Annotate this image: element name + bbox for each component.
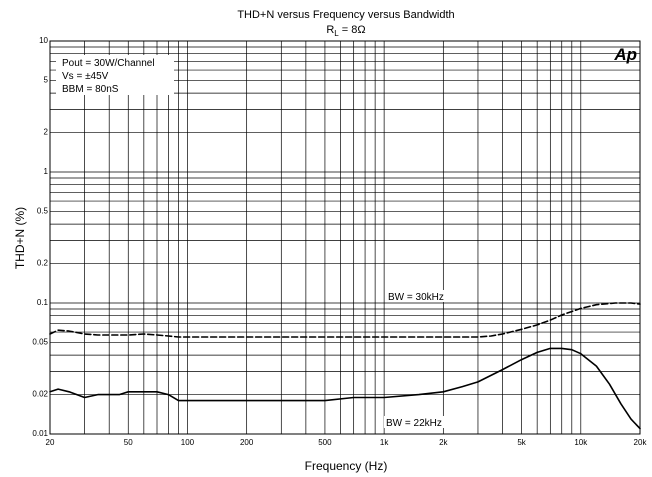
grid: [50, 41, 640, 434]
y-tick-label: 0.05: [32, 337, 48, 346]
conditions-box: Pout = 30W/Channel Vs = ±45V BBM = 80nS: [56, 55, 174, 95]
condition-vs: Vs = ±45V: [62, 71, 109, 82]
label-22khz-background: [384, 416, 458, 428]
series-line-22khz: [49, 347, 641, 430]
conditions-box-background: [56, 55, 174, 95]
x-tick-label: 10k: [574, 438, 588, 447]
y-tick-label: 0.1: [37, 298, 49, 307]
y-tick-label: 0.02: [32, 390, 48, 399]
y-tick-label: 5: [44, 75, 49, 84]
y-tick-label: 0.5: [37, 206, 49, 215]
x-tick-label: 20: [46, 438, 55, 447]
x-tick-label: 2k: [439, 438, 448, 447]
y-axis-label: THD+N (%): [13, 207, 27, 269]
plot-frame: [49, 40, 641, 435]
x-axis-label: Frequency (Hz): [305, 459, 388, 473]
chart-title: THD+N versus Frequency versus Bandwidth: [237, 9, 454, 21]
series-label-22khz: BW = 22kHz: [386, 418, 442, 429]
y-tick-label: 1: [44, 167, 49, 176]
condition-pout: Pout = 30W/Channel: [62, 58, 155, 69]
ap-logo: Ap: [613, 45, 637, 64]
y-tick-label: 0.2: [37, 259, 49, 268]
series-group: [49, 302, 641, 430]
x-tick-label: 1k: [380, 438, 389, 447]
x-axis-ticks: 20 50 100 200 500 1k 2k 5k 10k 20k: [46, 438, 648, 447]
y-axis-ticks: 10 5 2 1 0.5 0.2 0.1 0.05 0.02 0.01: [32, 36, 48, 438]
x-tick-label: 500: [318, 438, 332, 447]
x-tick-label: 50: [124, 438, 133, 447]
y-tick-label: 0.01: [32, 429, 48, 438]
y-tick-label: 2: [44, 128, 49, 137]
series-label-30khz: BW = 30kHz: [388, 292, 444, 303]
label-30khz-background: [386, 290, 460, 302]
x-tick-label: 200: [240, 438, 254, 447]
y-tick-label: 10: [39, 36, 48, 45]
condition-bbm: BBM = 80nS: [62, 84, 119, 95]
chart-subtitle: RL = 8Ω: [326, 24, 365, 38]
x-tick-label: 5k: [517, 438, 526, 447]
x-tick-label: 100: [181, 438, 195, 447]
x-tick-label: 20k: [634, 438, 648, 447]
series-line-30khz: [49, 302, 641, 338]
